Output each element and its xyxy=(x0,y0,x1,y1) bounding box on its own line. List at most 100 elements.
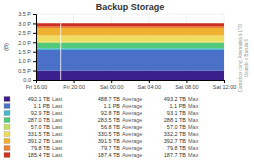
legend-value: 92.8 TB xyxy=(101,110,120,116)
y-axis-line xyxy=(33,15,37,81)
legend-swatch xyxy=(4,125,10,130)
y-tick: 3.0 P xyxy=(18,21,36,27)
x-tick-mark xyxy=(186,80,187,83)
y-tick-label: 3.0 P xyxy=(18,21,31,27)
legend-value: 492.1 TB xyxy=(28,96,51,102)
y-tick-label: 1.0 P xyxy=(18,58,31,64)
legend-column-label: Average xyxy=(122,124,142,130)
x-tick-mark xyxy=(74,80,75,83)
legend-swatch xyxy=(4,111,10,116)
legend-column-label: Last xyxy=(52,131,63,137)
legend-swatch xyxy=(4,104,10,109)
legend-column-label: Max xyxy=(188,124,199,130)
y-tick-label: 0.5 P xyxy=(18,68,31,74)
grid-line-y xyxy=(36,42,224,43)
side-label: Cartuchos como Alternativa à LTO xyxy=(238,23,243,92)
legend-column-label: Average xyxy=(122,96,142,102)
legend-value: 187.7 TB xyxy=(164,152,187,158)
legend-swatch xyxy=(4,153,10,158)
x-tick: Sat 12:00 xyxy=(213,80,237,90)
x-axis-line xyxy=(37,81,225,84)
x-tick-mark xyxy=(149,80,150,83)
legend-column-label: Max xyxy=(188,117,199,123)
y-tick-label: 0.0 xyxy=(23,77,31,83)
legend-value: 288.1 TB xyxy=(164,117,187,123)
legend-value: 283.5 TB xyxy=(98,117,121,123)
area xyxy=(36,23,224,26)
y-axis-title: (B) xyxy=(3,43,9,51)
legend-column-label: Average xyxy=(122,131,142,137)
area xyxy=(36,27,224,28)
chart: Backup StorageFri 16:00Fri 20:00Sat 00:0… xyxy=(0,0,254,165)
legend-column-label: Last xyxy=(52,96,63,102)
area xyxy=(36,42,224,43)
legend-value: 1.1 PB xyxy=(169,103,186,109)
legend-value: 93.1 TB xyxy=(167,110,186,116)
legend-column-label: Average xyxy=(122,103,142,109)
legend-column-label: Last xyxy=(52,138,63,144)
area xyxy=(36,71,224,80)
legend-value: 392.7 TB xyxy=(164,138,187,144)
legend-column-label: Max xyxy=(188,138,199,144)
x-tick-label: Fri 20:00 xyxy=(63,84,85,90)
legend-value: 57.0 TB xyxy=(31,124,50,130)
legend-swatch xyxy=(4,97,10,102)
x-tick-label: Sat 12:00 xyxy=(213,84,237,90)
legend-column-label: Max xyxy=(188,96,199,102)
legend-value: 187.4 TB xyxy=(98,152,121,158)
legend-value: 330.5 TB xyxy=(98,131,121,137)
legend-swatch xyxy=(4,118,10,123)
grid-line-y xyxy=(36,14,224,15)
legend-column-label: Max xyxy=(188,131,199,137)
spike-line xyxy=(60,14,61,80)
legend-column-label: Last xyxy=(52,103,63,109)
legend-value: 92.9 TB xyxy=(31,110,50,116)
legend-swatch xyxy=(4,139,10,144)
y-tick: 3.5 P xyxy=(18,11,36,17)
y-tick-mark xyxy=(33,23,36,24)
legend-value: 331.5 TB xyxy=(28,131,51,137)
y-axis: 0.0 0.5 P 1.0 P 1.5 P 2.0 P 2.5 P 3.0 P 3.5 P xyxy=(18,11,36,83)
x-tick: Sat 08:00 xyxy=(175,80,199,90)
legend-swatch xyxy=(4,132,10,137)
x-tick: Sat 00:00 xyxy=(100,80,124,90)
legend-value: 1.1 PB xyxy=(33,103,50,109)
legend: 492.1 TBLast488.7 TBAverage493.2 TBMax1.… xyxy=(4,96,199,158)
legend-column-label: Average xyxy=(122,110,142,116)
grid xyxy=(36,14,224,80)
legend-value: 57.0 TB xyxy=(167,124,186,130)
legend-column-label: Average xyxy=(122,117,142,123)
legend-column-label: Max xyxy=(188,103,199,109)
legend-column-label: Last xyxy=(52,117,63,123)
x-tick-mark xyxy=(111,80,112,83)
y-tick-mark xyxy=(33,52,36,53)
legend-value: 488.7 TB xyxy=(98,96,121,102)
legend-value: 332.2 TB xyxy=(164,131,187,137)
legend-column-label: Last xyxy=(52,152,63,158)
legend-value: 493.2 TB xyxy=(164,96,187,102)
legend-column-label: Average xyxy=(122,145,142,151)
legend-value: 79.8 TB xyxy=(31,145,50,151)
title: Backup Storage xyxy=(96,2,165,12)
y-tick-label: 1.5 P xyxy=(18,49,31,55)
y-tick-mark xyxy=(33,14,36,15)
legend-value: 185.4 TB xyxy=(28,152,51,158)
legend-value: 79.8 TB xyxy=(167,145,186,151)
y-tick-label: 2.5 P xyxy=(18,30,31,36)
area xyxy=(36,50,224,71)
y-tick: 0.0 xyxy=(23,77,36,83)
plot-area xyxy=(36,14,224,80)
x-tick-label: Sat 00:00 xyxy=(100,84,124,90)
legend-column-label: Last xyxy=(52,145,63,151)
y-tick: 1.0 P xyxy=(18,58,36,64)
x-tick-label: Sat 04:00 xyxy=(138,84,162,90)
y-tick-mark xyxy=(33,42,36,43)
y-tick: 2.0 P xyxy=(18,40,36,46)
y-tick-mark xyxy=(33,61,36,62)
y-tick: 0.5 P xyxy=(18,68,36,74)
legend-column-label: Last xyxy=(52,110,63,116)
y-tick: 1.5 P xyxy=(18,49,36,55)
legend-column-label: Average xyxy=(122,152,142,158)
legend-column-label: Max xyxy=(188,110,199,116)
legend-column-label: Average xyxy=(122,138,142,144)
